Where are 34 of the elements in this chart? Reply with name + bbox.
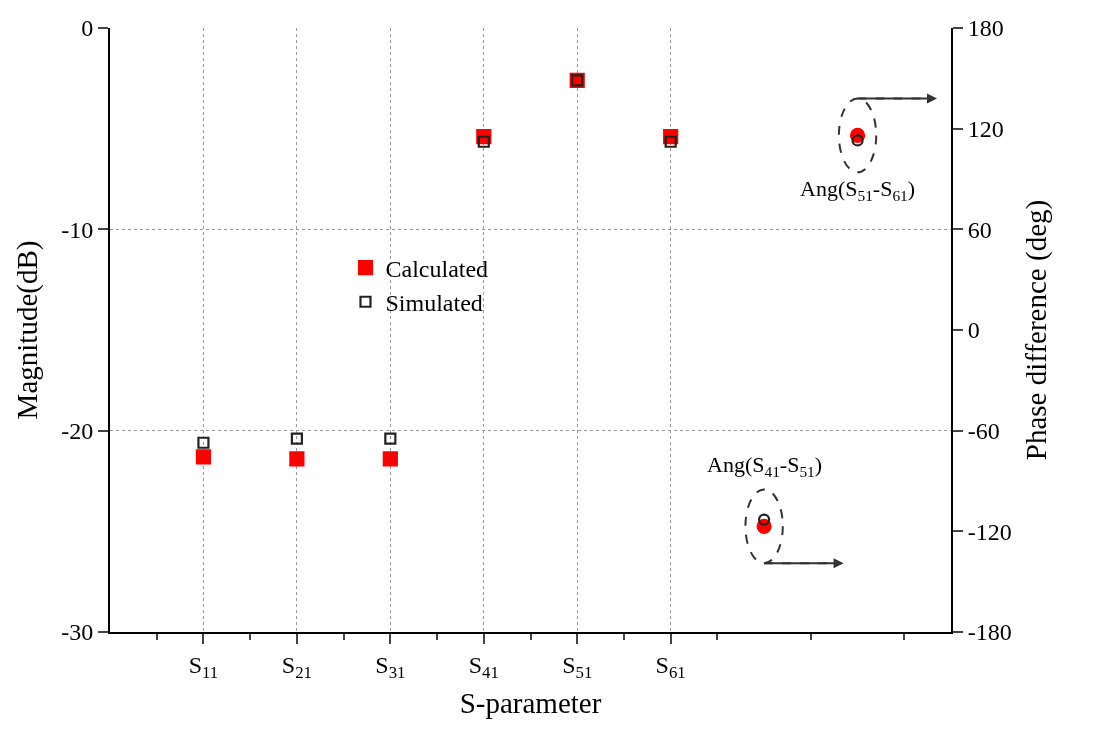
annotation: Ang(S$_{41}$-S$_{51}$) — [707, 452, 823, 480]
y-axis-title: Magnitude(dB) — [11, 240, 45, 420]
point — [758, 513, 771, 526]
y2-tick-label: 0 — [967, 317, 980, 344]
y2-tick-label: 120 — [967, 116, 1004, 143]
point — [477, 135, 490, 148]
legend-label: Simulated — [385, 290, 483, 317]
point — [384, 432, 397, 445]
annotation: Ang(S$_{51}$-S$_{61}$) — [800, 176, 916, 204]
x-tick-label: S$_{61}$ — [655, 651, 686, 682]
y-tick-label: 0 — [81, 15, 94, 42]
point — [290, 432, 303, 445]
point — [851, 134, 864, 147]
point — [382, 451, 398, 467]
y2-tick-label: 60 — [967, 216, 992, 243]
point — [289, 451, 305, 467]
legend-label: Calculated — [385, 255, 489, 282]
y-tick-label: -10 — [61, 216, 94, 243]
y2-tick-label: 180 — [967, 15, 1004, 42]
y-tick-label: -20 — [61, 418, 94, 445]
x-tick-label: S$_{31}$ — [375, 651, 406, 682]
point — [664, 135, 677, 148]
x-tick-label: S$_{51}$ — [562, 651, 593, 682]
y2-tick-label: -120 — [967, 518, 1012, 545]
point — [197, 436, 210, 449]
x-tick-label: S$_{21}$ — [281, 651, 312, 682]
point — [195, 449, 212, 465]
y2-tick-label: -60 — [967, 418, 1000, 445]
y2-tick-label: -180 — [967, 619, 1012, 646]
x-tick-label: S$_{41}$ — [468, 651, 499, 682]
y-tick-label: -30 — [61, 619, 94, 646]
x-tick-label: S$_{11}$ — [188, 651, 219, 682]
y2-axis-title: Phase difference (deg) — [1020, 199, 1054, 461]
x-axis-title: S-parameter — [459, 687, 602, 720]
